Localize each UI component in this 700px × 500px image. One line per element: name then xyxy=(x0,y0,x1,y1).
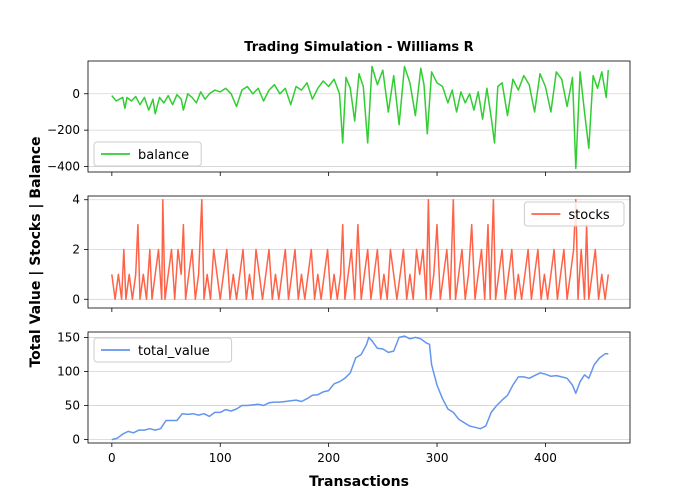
legend-label-balance: balance xyxy=(138,148,189,163)
series-line-stocks xyxy=(111,198,610,301)
y-tick-label-total_value: 150 xyxy=(57,330,80,344)
x-axis-label: Transactions xyxy=(309,474,409,490)
y-tick-label-balance: −400 xyxy=(47,160,80,174)
x-tick-label: 200 xyxy=(317,451,340,465)
y-tick-label-total_value: 0 xyxy=(72,433,80,447)
panel-frame-total_value xyxy=(87,331,631,444)
series-line-total_value xyxy=(111,335,609,441)
x-tick-label: 0 xyxy=(108,451,116,465)
x-tick-label: 300 xyxy=(426,451,449,465)
y-tick-label-stocks: 4 xyxy=(72,193,80,207)
series-line-balance xyxy=(111,65,610,170)
chart-title: Trading Simulation - Williams R xyxy=(244,40,473,55)
y-axis-label: Total Value | Stocks | Balance xyxy=(28,136,44,367)
legend-box-total_value xyxy=(93,337,233,363)
y-tick-label-total_value: 100 xyxy=(57,364,80,378)
legend-label-stocks: stocks xyxy=(568,208,609,223)
x-tick-label: 400 xyxy=(534,451,557,465)
y-tick-label-balance: 0 xyxy=(72,87,80,101)
y-tick-label-stocks: 0 xyxy=(72,292,80,306)
legend-label-total_value: total_value xyxy=(138,344,210,359)
x-tick-label: 100 xyxy=(209,451,232,465)
panel-frame-balance xyxy=(87,60,631,173)
legend-box-balance xyxy=(93,141,202,167)
y-tick-label-total_value: 50 xyxy=(65,399,80,413)
panel-frame-stocks xyxy=(87,195,631,309)
y-tick-label-stocks: 2 xyxy=(72,243,80,257)
y-tick-label-balance: −200 xyxy=(47,123,80,137)
legend-box-stocks xyxy=(523,201,625,227)
